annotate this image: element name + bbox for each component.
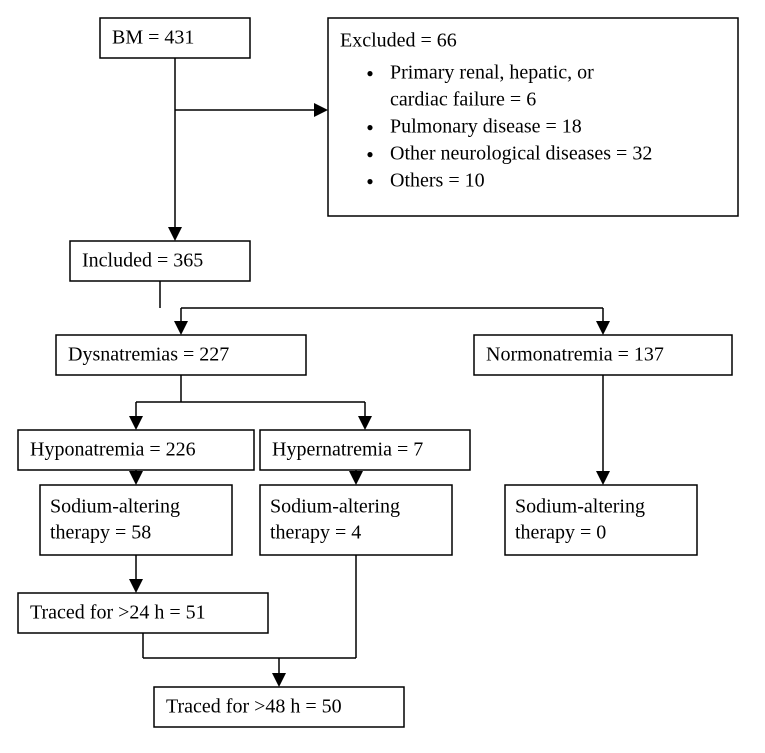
excluded-bullet-0-l1: Primary renal, hepatic, or xyxy=(390,62,594,84)
sat-normo-box-l1: Sodium-altering xyxy=(515,496,645,518)
excluded-bullet-1: Pulmonary disease = 18 xyxy=(390,116,582,138)
bullet-icon: ● xyxy=(366,120,373,134)
bm-box-label: BM = 431 xyxy=(112,27,194,49)
excluded-title: Excluded = 66 xyxy=(340,30,457,52)
sat-hyper-box-l1: Sodium-altering xyxy=(270,496,400,518)
excluded-bullet-0-l2: cardiac failure = 6 xyxy=(390,89,536,111)
bullet-icon: ● xyxy=(366,147,373,161)
hyponatremia-box-label: Hyponatremia = 226 xyxy=(30,439,196,461)
sat-hypo-box-l1: Sodium-altering xyxy=(50,496,180,518)
flowchart-canvas: BM = 431 Included = 365 Dysnatremias = 227… xyxy=(0,0,765,753)
sat-normo-box-l2: therapy = 0 xyxy=(515,522,606,544)
bullet-icon: ● xyxy=(366,66,373,80)
dysnatremias-box-label: Dysnatremias = 227 xyxy=(68,344,229,366)
sat-hyper-box-l2: therapy = 4 xyxy=(270,522,361,544)
sat-hypo-box-l2: therapy = 58 xyxy=(50,522,151,544)
hypernatremia-box-label: Hypernatremia = 7 xyxy=(272,439,423,461)
trace48-box-label: Traced for >48 h = 50 xyxy=(166,696,342,718)
excluded-bullet-3: Others = 10 xyxy=(390,170,485,192)
normonatremia-box-label: Normonatremia = 137 xyxy=(486,344,664,366)
included-box-label: Included = 365 xyxy=(82,250,203,272)
trace24-box-label: Traced for >24 h = 51 xyxy=(30,602,206,624)
excluded-bullet-2: Other neurological diseases = 32 xyxy=(390,143,652,165)
bullet-icon: ● xyxy=(366,174,373,188)
